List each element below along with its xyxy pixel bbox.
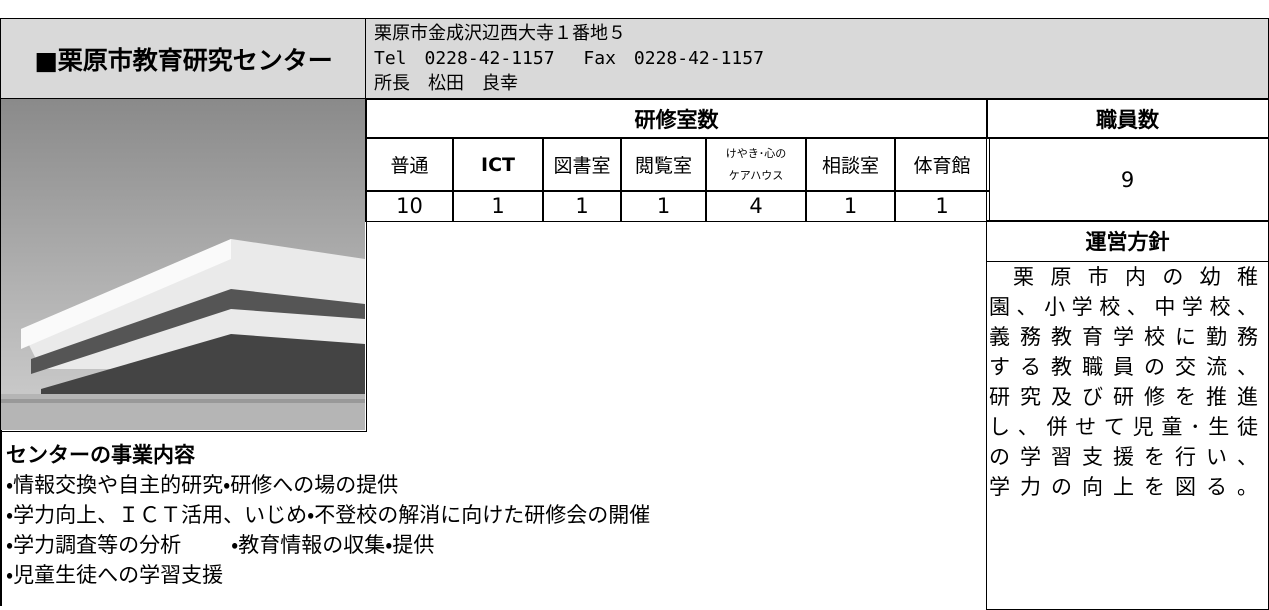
activities: センターの事業内容 ・情報交換や自主的研究・研修への場の提供・学力向上、ＩＣＴ活… bbox=[6, 440, 981, 590]
address-line: 栗原市金成沢辺西大寺１番地５ bbox=[374, 23, 626, 44]
photo-image bbox=[1, 99, 365, 430]
activity-item: ・学力調査等の分析 bbox=[6, 533, 182, 557]
activity-item: ・情報交換や自主的研究・研修への場の提供 bbox=[6, 473, 399, 497]
policy-line: 義務教育学校に勤務 bbox=[989, 325, 1258, 349]
room-header: けやき･心のケアハウス bbox=[705, 137, 807, 192]
room-header-text: けやき･心のケアハウス bbox=[725, 146, 787, 182]
staff-title-text: 職員数 bbox=[1096, 107, 1159, 132]
staff-title: 職員数 bbox=[986, 98, 1269, 139]
policy-text: 栗原市内の幼稚園、小学校、中学校、 義務教育学校に勤務 する教職員の交流、 研究及び研… bbox=[989, 262, 1258, 502]
activities-title: センターの事業内容 bbox=[6, 443, 195, 467]
policy-line: 栗原市内の幼稚 bbox=[1013, 265, 1258, 289]
room-count-text: 1 bbox=[575, 194, 589, 218]
header-name-text: ■栗原市教育研究センター bbox=[34, 46, 333, 75]
activities-list: ・情報交換や自主的研究・研修への場の提供・学力向上、ＩＣＴ活用、いじめ・不登校の… bbox=[6, 470, 981, 590]
policy-line: の学習支援を行い、 bbox=[989, 445, 1258, 469]
activity-item: ・児童生徒への学習支援 bbox=[6, 563, 224, 587]
room-count-text: 1 bbox=[843, 194, 858, 218]
room-header: 体育館 bbox=[894, 137, 990, 192]
activity-line: ・学力向上、ＩＣＴ活用、いじめ・不登校の解消に向けた研修会の開催 bbox=[6, 500, 981, 530]
room-header: 普通 bbox=[365, 137, 454, 192]
policy-line: 研究及び研修を推進 bbox=[989, 385, 1258, 409]
activity-item: ・学力向上、ＩＣＴ活用、いじめ・不登校の解消に向けた研修会の開催 bbox=[6, 503, 651, 527]
header-address: 栗原市金成沢辺西大寺１番地５ Tel 0228-42-1157 Fax 0228… bbox=[365, 18, 1269, 100]
policy-body: 栗原市内の幼稚園、小学校、中学校、 義務教育学校に勤務 する教職員の交流、 研究及び研… bbox=[986, 260, 1269, 610]
staff-count-text: 9 bbox=[1120, 167, 1135, 192]
room-header-text: 閲覧室 bbox=[634, 155, 692, 177]
policy-title-text: 運営方針 bbox=[1085, 230, 1170, 254]
policy-line: 学力の向上を図る。 bbox=[989, 475, 1258, 499]
room-count: 1 bbox=[452, 190, 544, 222]
activity-line: ・学力調査等の分析 ・教育情報の収集・提供 bbox=[6, 530, 981, 560]
room-count-text: 1 bbox=[656, 194, 671, 218]
room-header-text: 相談室 bbox=[821, 155, 879, 177]
room-header: 閲覧室 bbox=[620, 137, 707, 192]
room-count: 1 bbox=[805, 190, 896, 222]
room-header: ICT bbox=[452, 137, 544, 192]
room-count: 1 bbox=[620, 190, 707, 222]
room-header-text: 体育館 bbox=[913, 155, 971, 177]
room-count-text: 1 bbox=[491, 194, 505, 218]
room-count: 1 bbox=[542, 190, 622, 222]
policy-line: 園、小学校、中学校、 bbox=[989, 295, 1258, 319]
room-header-text: 普通 bbox=[390, 155, 429, 177]
room-header-text: ICT bbox=[481, 153, 515, 176]
frame-line bbox=[0, 430, 2, 606]
room-count: 10 bbox=[365, 190, 454, 222]
address-line: Tel 0228-42-1157 Fax 0228-42-1157 bbox=[374, 48, 764, 69]
room-count: 4 bbox=[705, 190, 807, 222]
header-name: ■栗原市教育研究センター bbox=[0, 18, 367, 100]
room-header: 図書室 bbox=[542, 137, 622, 192]
address-line: 所長 松田 良幸 bbox=[374, 73, 518, 94]
room-header: 相談室 bbox=[805, 137, 896, 192]
policy-line: し、併せて児童･生徒 bbox=[989, 415, 1258, 439]
policy-title: 運営方針 bbox=[986, 220, 1269, 262]
room-count: 1 bbox=[894, 190, 990, 222]
room-count-text: 1 bbox=[935, 194, 949, 218]
activity-line: ・児童生徒への学習支援 bbox=[6, 560, 981, 590]
rooms-title-text: 研修室数 bbox=[634, 107, 719, 132]
policy-line: する教職員の交流、 bbox=[989, 355, 1258, 379]
activity-line: ・情報交換や自主的研究・研修への場の提供 bbox=[6, 470, 981, 500]
room-count-text: 4 bbox=[749, 194, 763, 218]
activity-item: ・教育情報の収集・提供 bbox=[231, 533, 435, 557]
room-header-text: 図書室 bbox=[553, 155, 611, 177]
photo bbox=[0, 98, 367, 432]
staff-count: 9 bbox=[986, 137, 1269, 222]
rooms-title: 研修室数 bbox=[365, 98, 988, 139]
room-count-text: 10 bbox=[396, 194, 423, 218]
